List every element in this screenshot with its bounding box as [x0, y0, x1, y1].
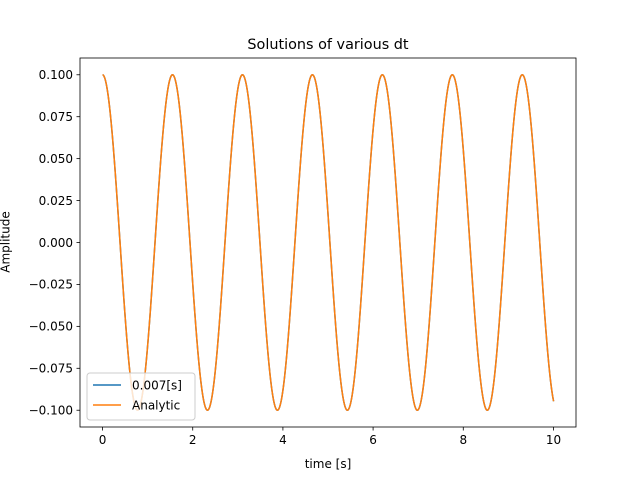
plot-area	[102, 74, 555, 411]
y-tick-label: −0.025	[29, 278, 73, 292]
y-tick-label: 0.000	[39, 236, 73, 250]
legend-label-0: 0.007[s]	[132, 378, 182, 392]
y-tick-label: 0.075	[39, 110, 73, 124]
y-tick-label: −0.100	[29, 404, 73, 418]
x-tick-label: 6	[369, 433, 377, 447]
legend: 0.007[s] Analytic	[86, 372, 196, 421]
x-tick-label: 10	[546, 433, 561, 447]
chart-title: Solutions of various dt	[247, 37, 409, 53]
y-tick-label: 0.050	[39, 152, 73, 166]
y-axis: −0.100 −0.075 −0.050 −0.025 0.000 0.025 0.050 0…	[29, 68, 80, 418]
y-tick-label: −0.075	[29, 362, 73, 376]
x-axis: 0 2 4 6 8 10	[99, 427, 561, 447]
y-tick-label: 0.100	[39, 68, 73, 82]
x-tick-label: 8	[459, 433, 467, 447]
y-tick-label: −0.050	[29, 320, 73, 334]
y-tick-label: 0.025	[39, 194, 73, 208]
legend-label-1: Analytic	[132, 398, 180, 412]
x-tick-label: 4	[279, 433, 287, 447]
y-axis-label: Amplitude	[0, 211, 13, 273]
series-line-1	[102, 74, 555, 411]
x-tick-label: 2	[189, 433, 197, 447]
x-axis-label: time [s]	[305, 457, 352, 471]
x-tick-label: 0	[99, 433, 107, 447]
